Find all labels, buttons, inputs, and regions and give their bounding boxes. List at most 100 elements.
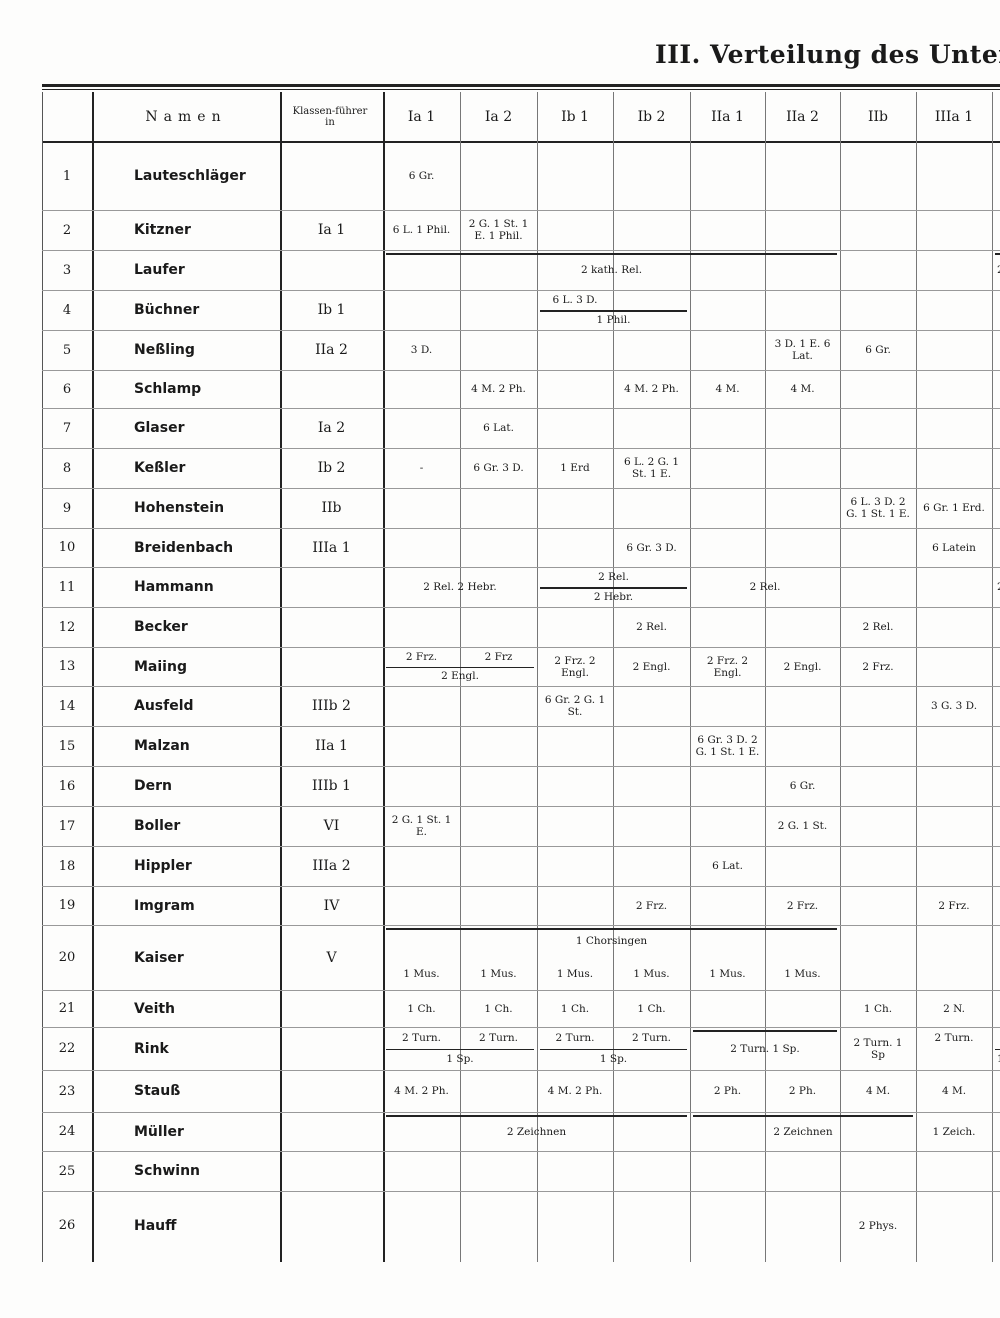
column-header: Ia 2 xyxy=(484,109,513,125)
teacher-name: Veith xyxy=(134,1000,176,1017)
row-number: 8 xyxy=(62,460,72,476)
horizontal-rule xyxy=(42,408,1000,409)
lesson-cell: 2 Rel. xyxy=(749,581,781,593)
row-number: 23 xyxy=(58,1083,76,1099)
row-number: 17 xyxy=(58,818,76,834)
horizontal-rule xyxy=(693,1030,837,1032)
lesson-cell: 1 Erd xyxy=(560,462,590,474)
lesson-cell: 6 Gr. xyxy=(865,344,891,356)
row-number: 7 xyxy=(62,420,72,436)
vertical-rule xyxy=(537,92,538,1262)
lesson-cell: 2 N. xyxy=(943,1002,965,1015)
lesson-cell: 1 Ch. xyxy=(407,1002,436,1015)
lesson-cell: 2 Engl. xyxy=(441,670,479,683)
lesson-cell: - xyxy=(419,462,424,474)
lesson-cell: 2 Frz. xyxy=(635,899,668,912)
lesson-cell: 3 D. 1 E. 6 Lat. xyxy=(774,338,831,362)
horizontal-rule xyxy=(386,1115,687,1117)
horizontal-rule xyxy=(42,647,1000,648)
teacher-name: Keßler xyxy=(134,460,186,476)
horizontal-rule xyxy=(386,666,534,668)
class-leader: IIIb 1 xyxy=(312,778,351,794)
row-number: 22 xyxy=(58,1041,76,1056)
lesson-cell: 6 L. 2 G. 1 St. 1 E. xyxy=(623,456,680,480)
lesson-cell: 1 Sp. xyxy=(599,1053,628,1066)
lesson-cell: 3 G. 3 D. xyxy=(930,700,978,712)
row-number: 26 xyxy=(58,1218,76,1233)
lesson-cell: 1 Mus. xyxy=(403,967,440,980)
lesson-cell: 6 Latein xyxy=(932,541,976,554)
lesson-cell: 2 G. 1 St. 1 E. 1 Phil. xyxy=(468,218,529,242)
horizontal-rule xyxy=(42,925,1000,926)
column-header: Ia 1 xyxy=(407,109,436,125)
vertical-rule xyxy=(613,92,614,1262)
lesson-cell: 1 S xyxy=(995,1049,1000,1071)
row-number: 6 xyxy=(62,381,72,397)
vertical-rule xyxy=(992,92,993,1262)
vertical-rule xyxy=(916,92,917,1262)
lesson-cell: 3 D. xyxy=(410,344,433,356)
lesson-cell: 2 Turn. xyxy=(402,1031,441,1044)
teacher-name: Imgram xyxy=(134,897,195,914)
teacher-name: Laufer xyxy=(134,262,185,278)
teacher-name: Boller xyxy=(134,818,181,834)
row-number: 2 xyxy=(62,222,72,238)
row-number: 10 xyxy=(58,540,76,555)
row-number: 14 xyxy=(58,698,76,714)
horizontal-rule xyxy=(42,1112,1000,1113)
row-number: 9 xyxy=(62,500,72,516)
lesson-cell: 4 M. 2 Ph. xyxy=(471,383,526,395)
vertical-rule xyxy=(42,92,43,1262)
lesson-cell: 2 Frz. xyxy=(786,899,819,912)
lesson-cell: 1 Mus. xyxy=(556,967,594,980)
vertical-rule xyxy=(840,92,841,1262)
column-header: IIb xyxy=(867,109,889,125)
horizontal-rule xyxy=(540,310,687,312)
teacher-name: Hammann xyxy=(134,579,214,595)
row-number: 21 xyxy=(58,1001,76,1016)
lesson-cell: 4 M. 2 Ph. xyxy=(547,1085,603,1097)
teacher-name: Neßling xyxy=(134,342,195,358)
horizontal-rule xyxy=(693,1115,913,1117)
horizontal-rule xyxy=(42,1070,1000,1071)
lesson-cell: 1 Ch. xyxy=(637,1002,666,1015)
teacher-name: Lauteschläger xyxy=(134,168,246,184)
horizontal-rule xyxy=(42,84,1000,87)
class-leader: IIIa 2 xyxy=(312,858,351,874)
horizontal-rule xyxy=(995,1048,1000,1050)
lesson-cell: 1 Mus. xyxy=(709,967,746,980)
teacher-name: Maiing xyxy=(134,658,187,675)
teacher-name: Hippler xyxy=(134,858,192,874)
lesson-cell: 1 Mus. xyxy=(784,967,821,980)
vertical-rule xyxy=(383,92,385,1262)
horizontal-rule xyxy=(42,141,1000,143)
lesson-cell: 4 M. xyxy=(790,383,815,395)
row-number: 5 xyxy=(62,342,72,358)
class-leader: Ib 1 xyxy=(317,302,346,318)
teacher-name: Ausfeld xyxy=(134,698,194,714)
lesson-cell: 2 Turn. 1 Sp. xyxy=(730,1042,800,1055)
lesson-cell: 2 Rel. 2 Hebr. xyxy=(423,581,497,593)
lesson-cell: 2 kath. Rel. xyxy=(580,264,643,276)
row-number: 11 xyxy=(58,579,76,595)
lesson-cell: 2 Hebr. xyxy=(593,591,634,603)
lesson-cell: 6 Gr. 3 D. 2 G. 1 St. 1 E. xyxy=(695,734,760,758)
horizontal-rule xyxy=(386,928,837,930)
lesson-cell: 4 M. xyxy=(941,1085,967,1097)
lesson-cell: 2 Frz. 2 Engl. xyxy=(554,654,596,679)
horizontal-rule xyxy=(42,1191,1000,1192)
vertical-rule xyxy=(690,92,691,1262)
lesson-cell: 1 Sp. xyxy=(446,1053,474,1066)
lesson-cell: 6 Gr. 3 D. xyxy=(626,541,677,554)
horizontal-rule xyxy=(42,330,1000,331)
lesson-cell: 2 Turn. xyxy=(479,1031,518,1044)
lesson-cell: 6 L. 3 D. xyxy=(552,294,598,306)
teacher-name: Müller xyxy=(134,1123,184,1140)
vertical-rule xyxy=(92,92,94,1262)
lesson-cell: 2 Re xyxy=(995,567,1000,607)
lesson-cell: 1 Ch. xyxy=(484,1002,513,1015)
horizontal-rule xyxy=(42,448,1000,449)
lesson-cell: 2 Zeichnen xyxy=(506,1125,567,1138)
horizontal-rule xyxy=(995,253,1000,255)
